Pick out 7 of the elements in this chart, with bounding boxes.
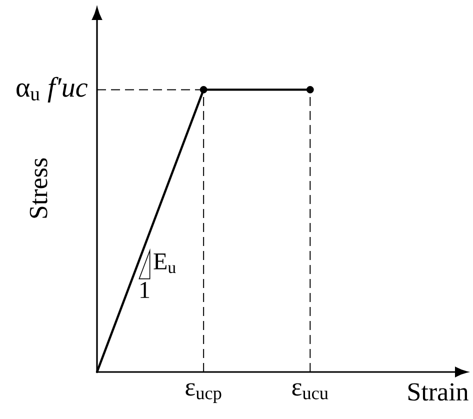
annotation: E$_{u}$	[154, 254, 176, 274]
x-tick-label: ε$_{ucp}$	[186, 383, 222, 404]
x-tick-label: ε$_{ucu}$	[292, 383, 328, 400]
ref-line-label: α$_{u}$ f′uc	[16, 76, 88, 103]
y-axis-title: Stress	[30, 158, 48, 218]
x-axis-title: Strain	[408, 383, 468, 401]
annotation: 1	[140, 282, 150, 298]
